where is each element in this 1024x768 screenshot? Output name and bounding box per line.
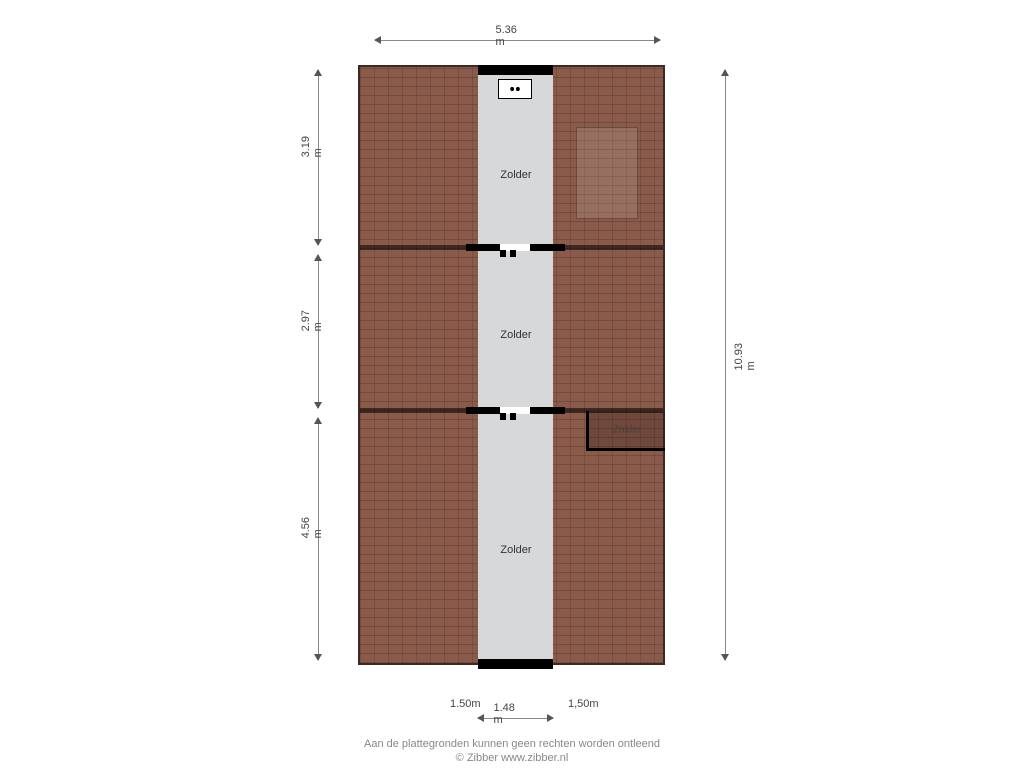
door-opening [500,407,530,414]
disclaimer-text: Aan de plattegronden kunnen geen rechten… [0,738,1024,750]
skylight [576,127,638,219]
room-label: Zolder [500,169,531,181]
top-wall [478,65,553,75]
small-attic-room: Zolder [586,411,665,451]
room-label: Zolder [500,544,531,556]
dim-offset-1: 1,50m [568,698,599,710]
corridor [478,71,553,659]
dim-offset-0: 1.50m [450,698,481,710]
floorplan-stage: Zolder Zolder Zolder Zolder Aan de platteg… [0,0,1024,768]
bottom-wall [478,659,553,669]
floor-plan: Zolder Zolder Zolder Zolder [358,65,665,665]
copyright-text: © Zibber www.zibber.nl [0,752,1024,764]
door-opening [500,244,530,251]
small-room-label: Zolder [613,424,641,435]
cv-unit-icon [498,79,532,99]
room-label: Zolder [500,329,531,341]
